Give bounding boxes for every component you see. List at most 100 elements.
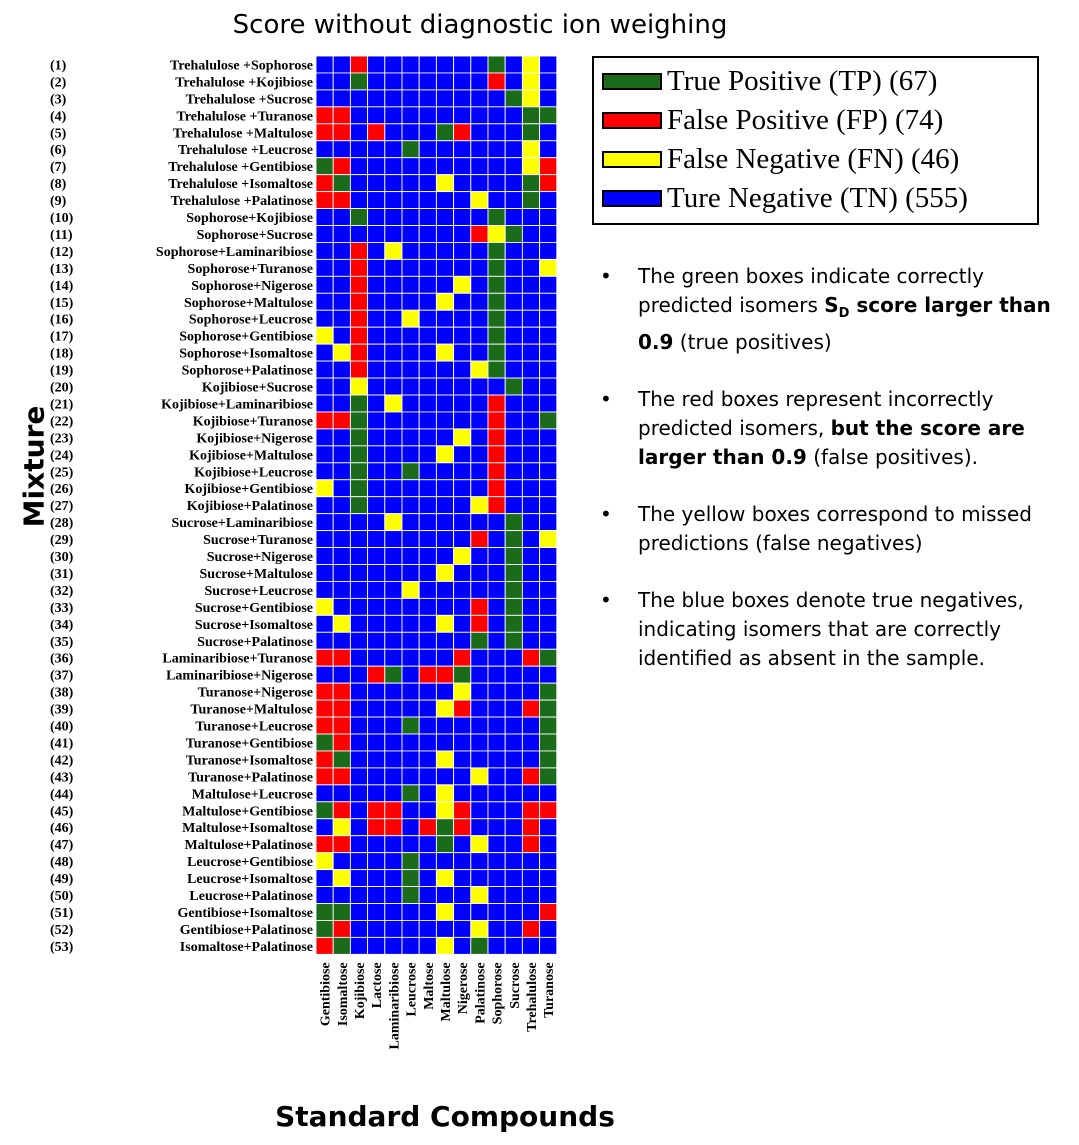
heatmap-cell bbox=[504, 258, 523, 277]
heatmap-cell bbox=[487, 411, 506, 430]
legend-label-fp: False Positive (FP) (74) bbox=[667, 104, 944, 136]
row-label: Turanose+Palatinose bbox=[188, 770, 313, 785]
heatmap-cell bbox=[487, 428, 506, 447]
heatmap-cell bbox=[332, 208, 351, 226]
row-label: Kojibiose+Gentibiose bbox=[184, 482, 313, 497]
heatmap-cell bbox=[332, 140, 351, 159]
heatmap-cell bbox=[367, 597, 386, 616]
heatmap-cell bbox=[367, 411, 386, 430]
heatmap-cell bbox=[487, 530, 506, 548]
heatmap-cell bbox=[349, 275, 369, 294]
note-red-bold: but the score are larger than 0.9 bbox=[638, 416, 1025, 469]
heatmap-cell bbox=[504, 326, 523, 345]
column-label: Sucrose bbox=[508, 962, 523, 1008]
heatmap-cell bbox=[332, 801, 351, 820]
heatmap-cell bbox=[521, 140, 541, 159]
heatmap-cell bbox=[349, 784, 369, 803]
heatmap-cell bbox=[453, 55, 472, 74]
heatmap-cell bbox=[384, 903, 403, 921]
heatmap-cell bbox=[487, 903, 506, 921]
heatmap-cell bbox=[435, 547, 455, 565]
heatmap-cell bbox=[487, 258, 506, 277]
heatmap-cell bbox=[401, 648, 420, 667]
heatmap-cell bbox=[487, 733, 506, 752]
heatmap-cell bbox=[521, 445, 541, 464]
heatmap-cell bbox=[487, 241, 506, 260]
heatmap-cell bbox=[401, 733, 420, 752]
heatmap-cell bbox=[332, 530, 351, 548]
heatmap-cell bbox=[453, 123, 472, 142]
heatmap-cell bbox=[332, 462, 351, 481]
heatmap-cell bbox=[487, 479, 506, 498]
row-number: (53) bbox=[50, 940, 74, 955]
heatmap-cell bbox=[418, 648, 437, 667]
heatmap-cell bbox=[401, 292, 420, 311]
heatmap-cell bbox=[384, 140, 403, 159]
heatmap-cell bbox=[401, 784, 420, 803]
heatmap-cell bbox=[521, 818, 541, 837]
note-red: • The red boxes represent incorrectly pr… bbox=[600, 385, 1070, 472]
heatmap-cell bbox=[435, 903, 455, 921]
heatmap-cell bbox=[401, 513, 420, 532]
heatmap-cell bbox=[418, 428, 437, 447]
heatmap-cell bbox=[367, 631, 386, 650]
legend-item-tp: True Positive (TP) (67) bbox=[602, 62, 1037, 101]
heatmap-cell bbox=[401, 428, 420, 447]
heatmap-cell bbox=[349, 716, 369, 735]
row-number: (45) bbox=[50, 804, 74, 819]
heatmap-cell bbox=[521, 241, 541, 260]
heatmap-cell bbox=[487, 326, 506, 345]
heatmap-cell bbox=[349, 733, 369, 752]
row-label: Trehalulose +Leucrose bbox=[178, 143, 313, 158]
heatmap-cell bbox=[487, 123, 506, 142]
heatmap-cell bbox=[521, 462, 541, 481]
heatmap-cell bbox=[504, 852, 523, 871]
heatmap-cell bbox=[521, 377, 541, 396]
heatmap-cell bbox=[435, 699, 455, 718]
heatmap-cell bbox=[315, 920, 334, 938]
heatmap-cell bbox=[453, 191, 472, 210]
heatmap-cell bbox=[367, 920, 386, 938]
heatmap-cell bbox=[470, 920, 489, 938]
heatmap-cell bbox=[521, 411, 541, 430]
heatmap-cell bbox=[349, 614, 369, 633]
heatmap-cell bbox=[539, 784, 558, 803]
heatmap-cell bbox=[539, 428, 558, 447]
row-label: Sucrose+Leucrose bbox=[204, 584, 313, 599]
column-label: Laminaribiose bbox=[387, 962, 402, 1049]
heatmap-cell bbox=[384, 648, 403, 667]
heatmap-cell bbox=[349, 445, 369, 464]
row-number: (22) bbox=[50, 414, 74, 429]
heatmap-cell bbox=[435, 174, 455, 193]
heatmap-cell bbox=[418, 140, 437, 159]
heatmap-cell bbox=[539, 665, 558, 684]
heatmap-cell bbox=[401, 665, 420, 684]
heatmap-cell bbox=[401, 818, 420, 837]
heatmap-cell bbox=[315, 360, 334, 379]
heatmap-cell bbox=[367, 309, 386, 328]
row-number: (9) bbox=[50, 194, 67, 209]
heatmap-cell bbox=[435, 801, 455, 820]
heatmap-cell bbox=[367, 818, 386, 837]
heatmap-cell bbox=[435, 835, 455, 854]
heatmap-cell bbox=[332, 614, 351, 633]
heatmap-cell bbox=[349, 903, 369, 921]
heatmap-cell bbox=[367, 903, 386, 921]
bullet-icon: • bbox=[600, 502, 612, 526]
heatmap-cell bbox=[504, 106, 523, 125]
heatmap-cell bbox=[539, 225, 558, 243]
heatmap-cell bbox=[332, 394, 351, 413]
heatmap-cell bbox=[453, 343, 472, 362]
heatmap-cell bbox=[418, 89, 437, 108]
row-number: (3) bbox=[50, 92, 67, 107]
heatmap-cell bbox=[504, 869, 523, 887]
heatmap-cell bbox=[332, 767, 351, 786]
heatmap-cell bbox=[401, 462, 420, 481]
heatmap-cell bbox=[470, 750, 489, 769]
heatmap-cell bbox=[435, 208, 455, 226]
row-number: (42) bbox=[50, 753, 74, 768]
heatmap-cell bbox=[332, 326, 351, 345]
heatmap-cell bbox=[401, 258, 420, 277]
heatmap-cell bbox=[332, 174, 351, 193]
heatmap-cell bbox=[487, 377, 506, 396]
